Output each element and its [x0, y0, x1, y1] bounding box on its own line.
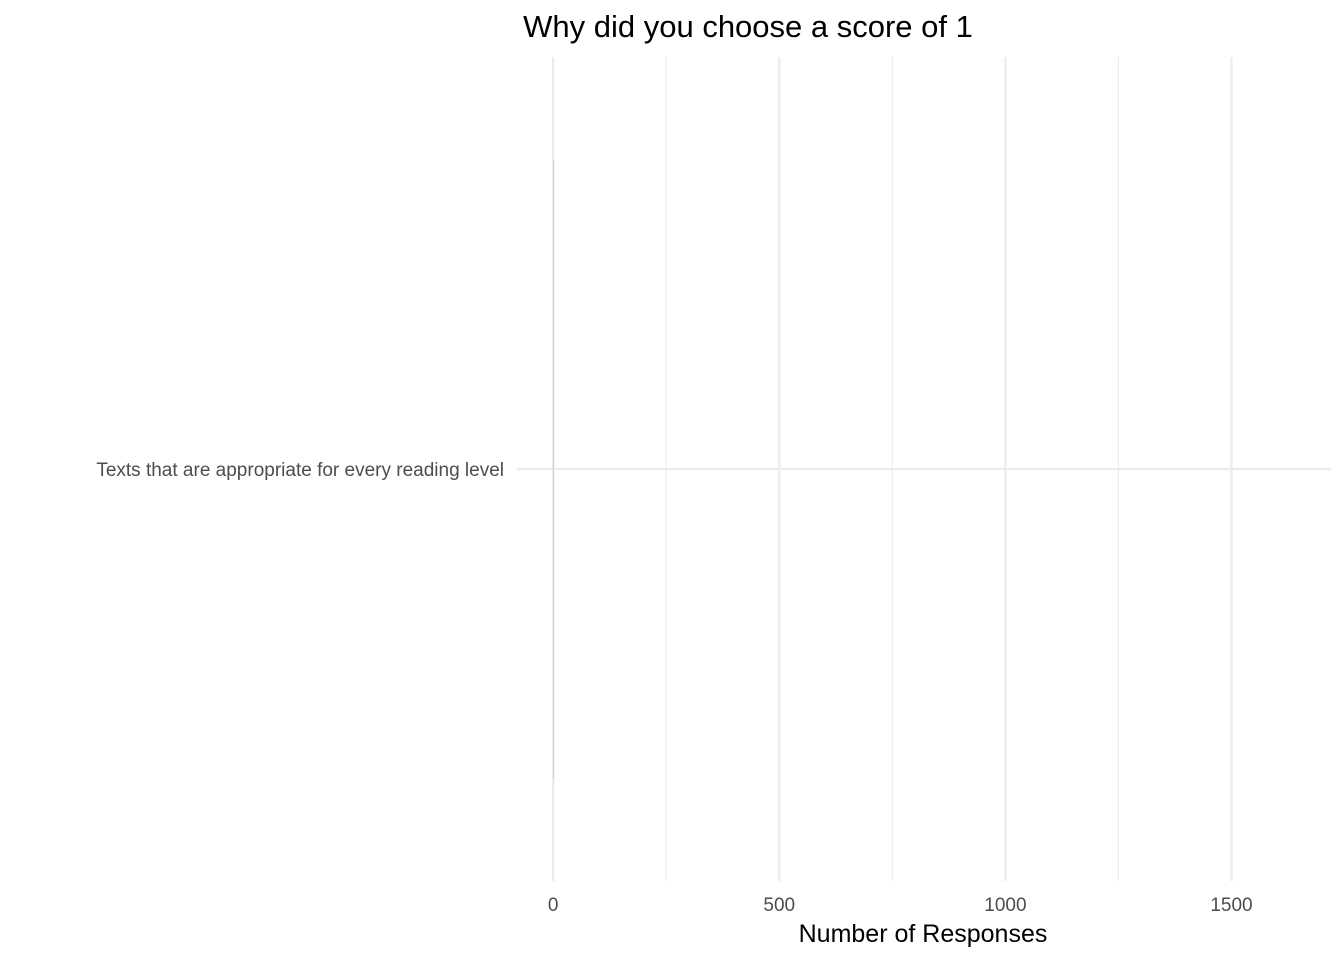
x-tick-label: 0 — [548, 895, 559, 916]
labels: 0 500 1000 1500 Texts that are appropriate f… — [96, 460, 1252, 916]
bar — [553, 160, 555, 778]
x-tick-label: 1000 — [984, 895, 1026, 916]
grid — [517, 57, 1331, 881]
y-tick-label: Texts that are appropriate for every rea… — [96, 460, 504, 481]
x-axis-title: Number of Responses — [799, 920, 1048, 948]
chart-title: Why did you choose a score of 1 — [523, 9, 973, 44]
x-tick-label: 1500 — [1210, 895, 1252, 916]
bars — [553, 160, 555, 778]
x-tick-label: 500 — [763, 895, 795, 916]
